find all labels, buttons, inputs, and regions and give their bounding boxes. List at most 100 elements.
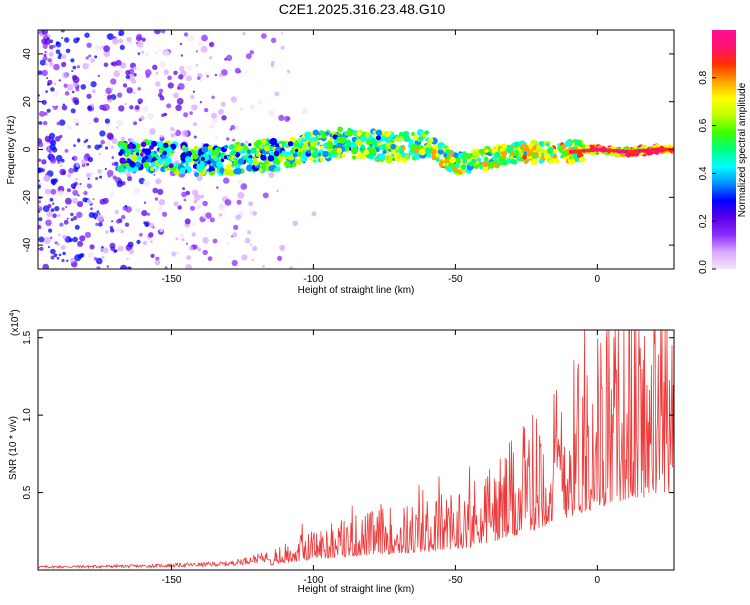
ridge-dot bbox=[150, 162, 156, 167]
ridge-dot bbox=[284, 160, 291, 167]
noise-dot bbox=[94, 55, 98, 59]
ridge-dot bbox=[336, 147, 343, 154]
noise-dot bbox=[88, 122, 92, 125]
noise-dot bbox=[86, 42, 92, 48]
noise-dot bbox=[159, 228, 164, 233]
noise-dot bbox=[44, 111, 48, 116]
noise-dot bbox=[159, 61, 166, 68]
noise-dot bbox=[241, 254, 248, 261]
noise-dot bbox=[133, 66, 137, 70]
noise-dot bbox=[73, 118, 79, 124]
noise-dot bbox=[93, 117, 99, 123]
noise-dot bbox=[65, 197, 72, 205]
noise-dot bbox=[62, 234, 67, 240]
ridge-dot bbox=[235, 167, 242, 175]
noise-dot bbox=[41, 99, 47, 105]
noise-dot bbox=[124, 222, 130, 227]
noise-dot bbox=[110, 62, 114, 66]
ridge-core bbox=[624, 149, 630, 154]
noise-dot bbox=[220, 69, 228, 76]
noise-dot bbox=[82, 62, 89, 70]
noise-dot bbox=[111, 156, 115, 159]
noise-dot bbox=[155, 168, 159, 172]
noise-dot bbox=[142, 105, 149, 113]
noise-dot bbox=[70, 183, 77, 189]
noise-dot bbox=[119, 44, 125, 51]
ridge-dot bbox=[401, 146, 406, 151]
ridge-dot bbox=[292, 153, 298, 158]
noise-dot bbox=[59, 168, 66, 176]
ridge-dot bbox=[537, 145, 541, 150]
noise-dot bbox=[248, 201, 254, 207]
ridge-dot bbox=[312, 129, 319, 136]
spectrogram-y-tick-label: 20 bbox=[22, 96, 33, 108]
noise-dot bbox=[83, 190, 88, 196]
noise-dot bbox=[42, 44, 48, 49]
noise-dot bbox=[202, 200, 208, 207]
ridge-dot bbox=[207, 145, 214, 151]
noise-dot bbox=[125, 171, 131, 177]
noise-dot bbox=[179, 233, 184, 238]
colorbar-tick-label: 0.0 bbox=[698, 260, 709, 274]
ridge-dot bbox=[233, 159, 240, 166]
ridge-dot bbox=[363, 149, 370, 155]
ridge-dot bbox=[261, 146, 265, 150]
noise-dot bbox=[134, 207, 140, 213]
noise-dot bbox=[84, 231, 91, 238]
noise-dot bbox=[112, 38, 119, 45]
noise-dot bbox=[158, 48, 161, 52]
ridge-dot bbox=[455, 159, 461, 165]
noise-dot bbox=[46, 77, 49, 79]
noise-dot bbox=[98, 153, 101, 156]
ridge-dot bbox=[411, 132, 415, 136]
noise-dot bbox=[59, 222, 64, 227]
noise-dot bbox=[186, 255, 192, 261]
noise-dot bbox=[188, 246, 194, 251]
ridge-dot bbox=[289, 149, 295, 155]
ridge-dot bbox=[388, 155, 393, 161]
snr-frame bbox=[37, 329, 675, 571]
noise-dot bbox=[209, 123, 215, 129]
noise-dot bbox=[89, 244, 95, 250]
ridge-dot bbox=[284, 143, 288, 147]
ridge-dot bbox=[309, 140, 317, 147]
ridge-dot bbox=[200, 156, 205, 161]
noise-dot bbox=[70, 212, 74, 217]
noise-dot bbox=[136, 41, 144, 48]
noise-dot bbox=[136, 239, 141, 245]
ridge-dot bbox=[450, 163, 456, 169]
noise-dot bbox=[231, 259, 238, 267]
spectrogram-x-axis-label: Height of straight line (km) bbox=[298, 285, 415, 296]
noise-dot bbox=[44, 50, 47, 54]
noise-dot bbox=[249, 104, 255, 110]
noise-dot bbox=[239, 106, 244, 111]
ridge-dot bbox=[242, 155, 247, 160]
ridge-dot bbox=[526, 150, 533, 157]
noise-dot bbox=[62, 251, 66, 256]
noise-dot bbox=[48, 228, 53, 233]
noise-dot bbox=[139, 233, 143, 237]
noise-dot bbox=[118, 105, 125, 112]
noise-dot bbox=[84, 153, 90, 159]
noise-dot bbox=[52, 213, 57, 218]
ridge-dot bbox=[364, 132, 371, 138]
ridge-dot bbox=[319, 130, 324, 135]
noise-dot bbox=[124, 204, 128, 208]
ridge-dot bbox=[422, 133, 426, 138]
noise-dot bbox=[237, 191, 245, 199]
noise-dot bbox=[38, 70, 43, 75]
noise-dot bbox=[97, 168, 102, 174]
ridge-core bbox=[654, 147, 660, 152]
noise-dot bbox=[218, 112, 221, 115]
noise-dot bbox=[66, 259, 69, 262]
noise-dot bbox=[41, 30, 48, 35]
noise-dot bbox=[208, 56, 213, 60]
ridge-dot bbox=[255, 139, 262, 146]
noise-dot bbox=[173, 70, 178, 76]
noise-dot bbox=[141, 50, 145, 54]
ridge-dot bbox=[136, 152, 140, 156]
ridge-dot bbox=[132, 151, 137, 156]
ridge-dot bbox=[457, 153, 464, 159]
noise-dot bbox=[88, 252, 94, 259]
noise-dot bbox=[76, 184, 82, 189]
